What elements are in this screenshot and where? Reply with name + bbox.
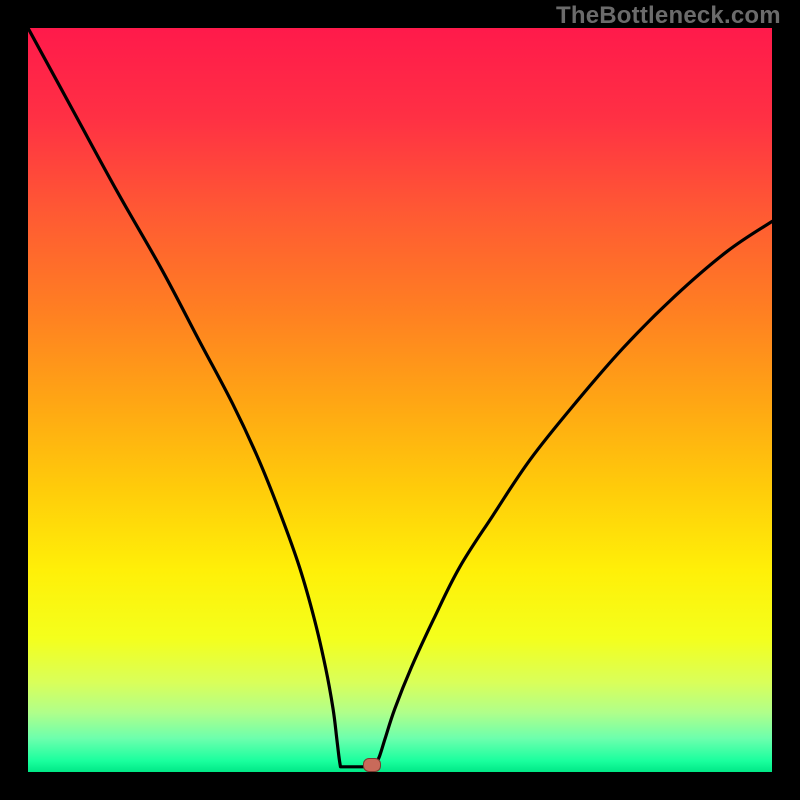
plot-area [28,28,772,772]
chart-svg [28,28,772,772]
gradient-background [28,28,772,772]
optimal-marker [363,758,381,772]
watermark-text: TheBottleneck.com [556,2,781,30]
